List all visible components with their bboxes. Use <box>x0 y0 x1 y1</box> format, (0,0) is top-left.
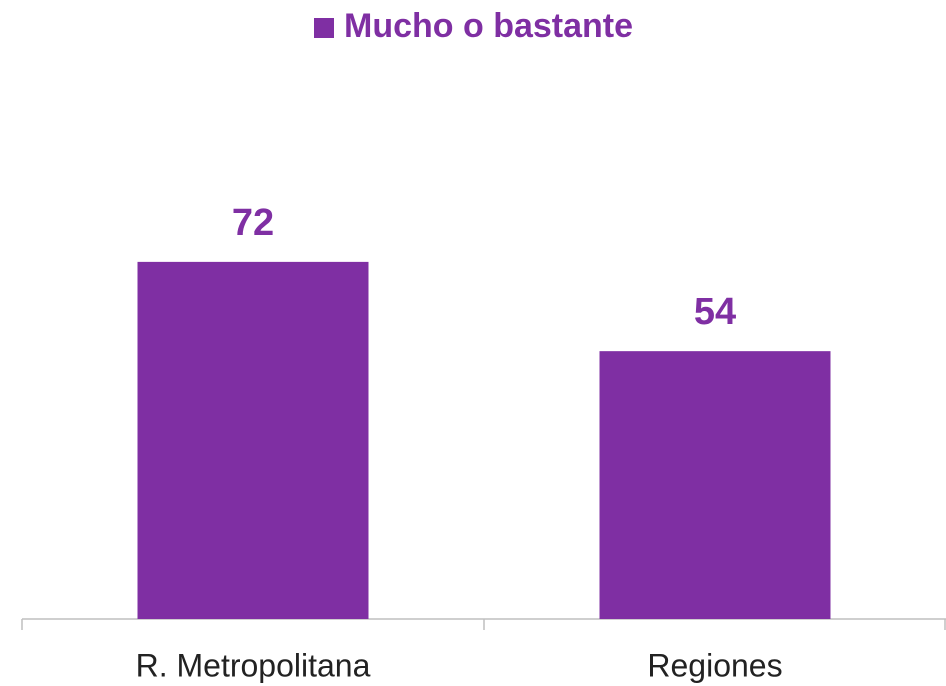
legend-text: Mucho o bastante <box>344 7 633 45</box>
x-tick-label: R. Metropolitana <box>136 647 371 683</box>
value-label: 72 <box>232 202 274 244</box>
bar <box>137 261 369 619</box>
legend-swatch <box>314 18 334 38</box>
value-label: 54 <box>694 291 736 333</box>
bar <box>599 351 831 619</box>
x-tick-label: Regiones <box>647 647 782 683</box>
